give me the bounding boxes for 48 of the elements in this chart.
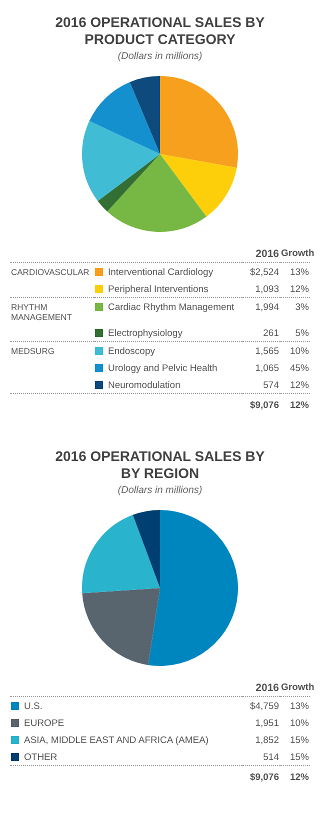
- legend-label: U.S.: [10, 696, 242, 714]
- chart-subtitle: (Dollars in millions): [116, 485, 204, 496]
- data-label: 261: [262, 327, 280, 341]
- text: 5%: [295, 328, 309, 339]
- data-label: 1,852: [254, 734, 280, 748]
- data-label: 1,065: [254, 362, 280, 376]
- data-label: 514: [262, 751, 280, 765]
- data-label: 1,994: [242, 298, 280, 324]
- chart-title: 2016 OPERATIONAL SALES BY PRODUCT CATEGORY: [54, 14, 266, 48]
- text: 12%: [288, 283, 310, 297]
- legend-label: ASIA, MIDDLE EAST AND AFRICA (AMEA): [23, 734, 210, 748]
- legend-label: Peripheral Interventions: [107, 283, 210, 297]
- legend-label: EUROPE: [23, 717, 66, 731]
- text: RHYTHM MANAGEMENT: [11, 302, 72, 322]
- legend-label: Cardiac Rhythm Management: [94, 298, 242, 324]
- text: MEDSURG: [11, 346, 54, 356]
- legend-label: Electrophysiology: [107, 327, 184, 341]
- text: CARDIOVASCULAR: [11, 267, 90, 277]
- data-label: 1,093: [254, 283, 280, 297]
- text: 10%: [290, 346, 309, 357]
- legend-label: Urology and Pelvic Health: [107, 362, 218, 376]
- text: 13%: [290, 267, 309, 278]
- text: 15%: [290, 752, 309, 763]
- data-label: 574: [262, 379, 280, 393]
- legend-label: OTHER: [23, 751, 58, 765]
- text: Growth: [280, 247, 314, 261]
- text: 15%: [290, 735, 309, 746]
- text: 2016: [254, 681, 280, 696]
- data-label: 1,565: [242, 342, 280, 359]
- legend-label: Interventional Cardiology: [94, 262, 242, 280]
- text: 12%: [290, 400, 309, 411]
- data-label: $2,524: [242, 262, 280, 280]
- legend-label: Endoscopy: [94, 342, 242, 359]
- text: $9,076: [250, 400, 279, 411]
- text: 3%: [295, 302, 309, 313]
- chart-title: 2016 OPERATIONAL SALES BY BY REGION: [54, 448, 266, 482]
- text: 12%: [280, 766, 310, 785]
- text: 13%: [290, 701, 309, 712]
- data-label: 1,951: [254, 717, 280, 731]
- text: Growth: [280, 681, 314, 695]
- data-label: $4,759: [242, 696, 280, 714]
- text: 12%: [290, 380, 309, 391]
- text: 10%: [290, 718, 309, 729]
- text: 2016: [254, 247, 280, 262]
- legend-label: Neuromodulation: [107, 379, 182, 393]
- chart-subtitle: (Dollars in millions): [116, 51, 204, 62]
- text: 45%: [290, 363, 309, 374]
- text: $9,076: [250, 772, 279, 783]
